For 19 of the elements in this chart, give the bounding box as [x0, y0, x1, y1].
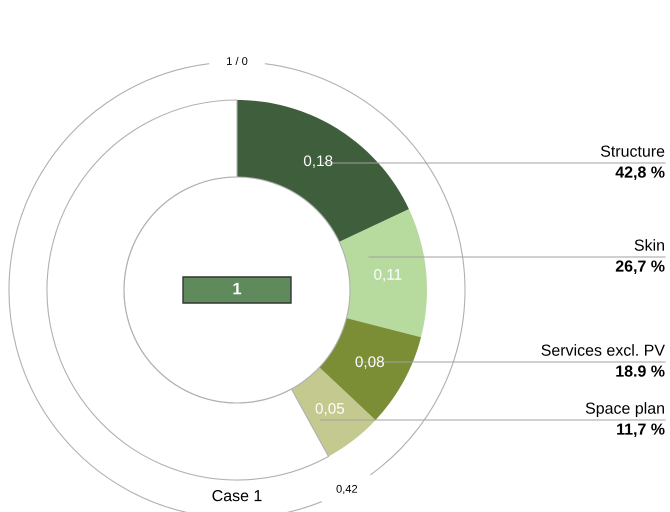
data-label: 0,18: [304, 155, 332, 168]
donut-slice: [237, 100, 409, 242]
slice-label: Skin: [634, 239, 664, 251]
slice-label: Structure: [600, 146, 664, 157]
donut-slice: [339, 209, 427, 338]
text: 42,8 %: [616, 166, 665, 180]
text: 11,7 %: [617, 423, 665, 438]
slice-label: Space plan: [586, 402, 664, 417]
text: 1 / 0: [227, 56, 248, 65]
data-label: 0,05: [316, 402, 344, 416]
text: Case 1: [212, 490, 262, 502]
text: 0,42: [336, 484, 358, 494]
text: 26,7 %: [616, 260, 665, 274]
text: 1: [233, 282, 242, 294]
text: 18.9 %: [616, 365, 665, 377]
slice-label: Services excl. PV: [541, 344, 665, 356]
data-label: 0,11: [374, 269, 402, 282]
donut-slice: [291, 367, 376, 456]
data-label: 0,08: [355, 356, 384, 369]
